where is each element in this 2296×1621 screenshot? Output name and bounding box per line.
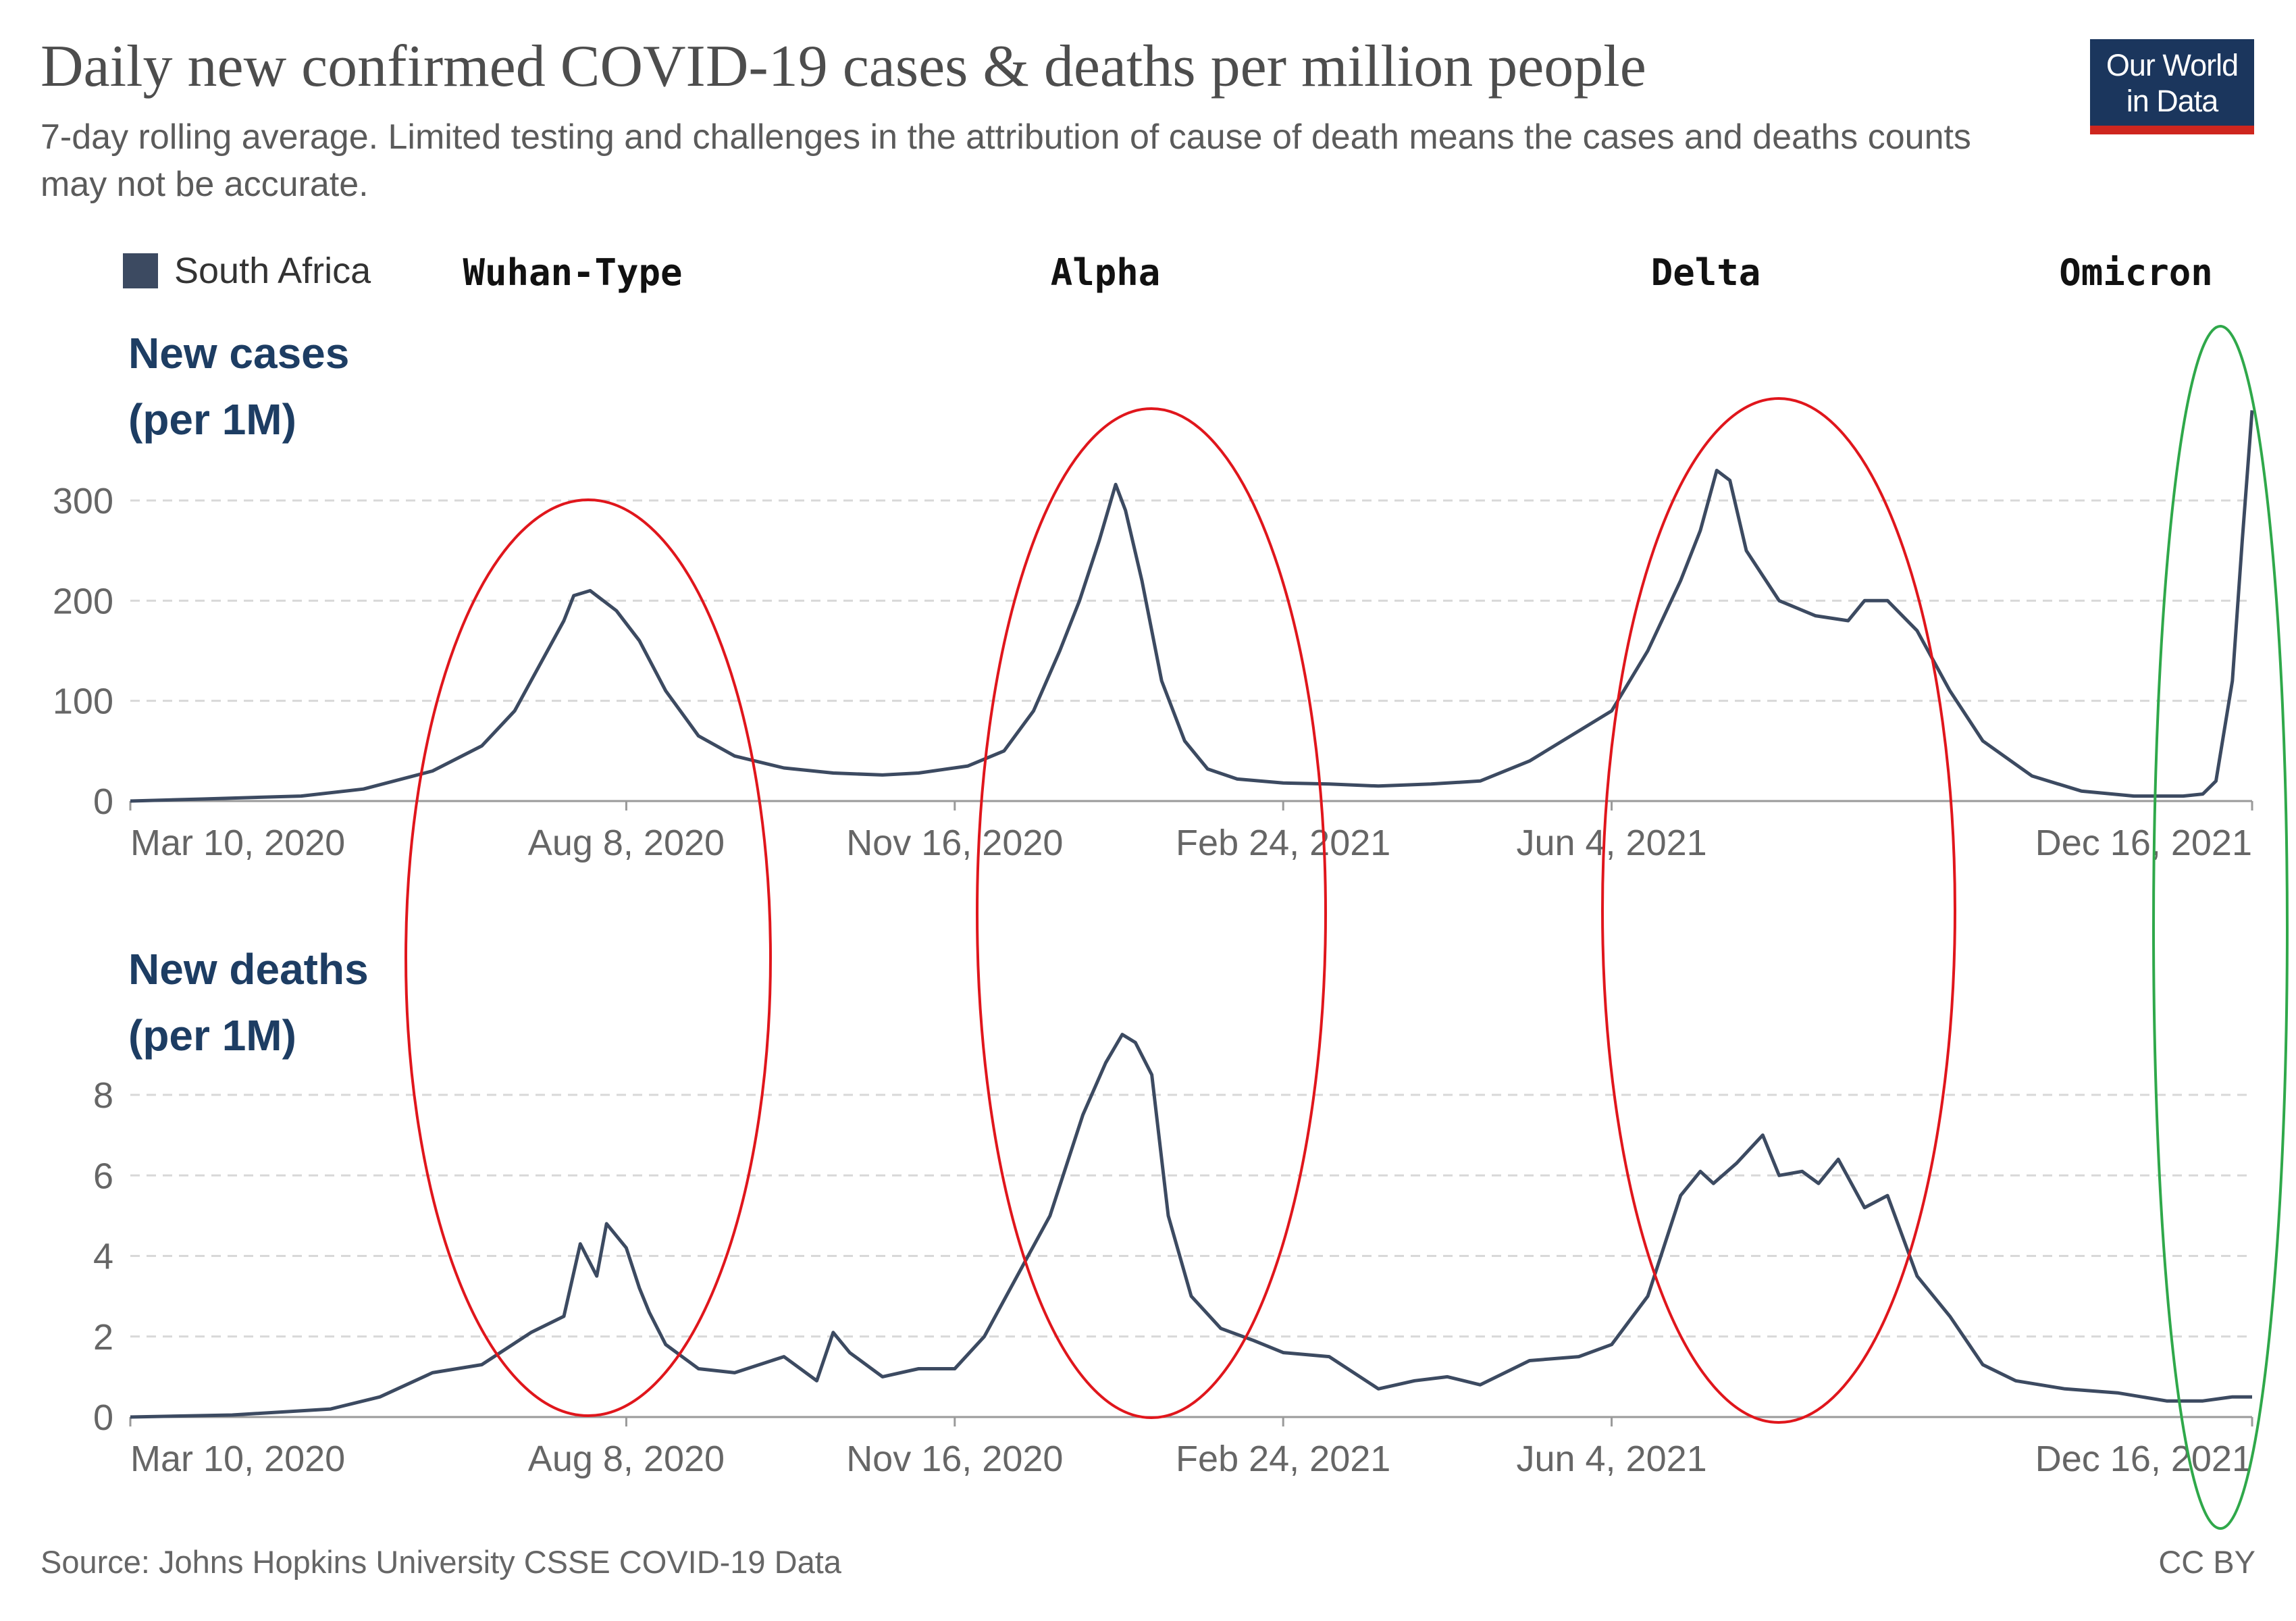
deaths-x-tick-label: Dec 16, 2021: [2035, 1439, 2252, 1479]
delta-wave-ellipse: [1601, 397, 1956, 1424]
deaths-x-tick-label: Mar 10, 2020: [130, 1439, 345, 1479]
chart-subtitle: 7-day rolling average. Limited testing a…: [41, 118, 1971, 204]
variant-label-omicron: Omicron: [2059, 251, 2213, 294]
deaths-y-tick-label: 8: [93, 1075, 113, 1116]
wuhan-wave-ellipse: [405, 498, 772, 1417]
variant-label-wuhan: Wuhan-Type: [463, 251, 683, 294]
cases-label-line-2: (per 1M): [128, 395, 296, 444]
cases-y-tick-label: 0: [93, 781, 113, 822]
cases-x-tick-label: Dec 16, 2021: [2035, 823, 2252, 863]
cases-x-tick-label: Feb 24, 2021: [1176, 823, 1390, 863]
deaths-y-tick-label: 0: [93, 1397, 113, 1438]
variant-annotations: [405, 325, 2289, 1530]
owid-logo[interactable]: Our World in Data: [2090, 39, 2254, 134]
deaths-panel-label: New deaths (per 1M): [128, 936, 369, 1069]
deaths-panel: 0 2 4 6 8 Mar 10, 2020 Aug 8, 2020 Nov 16, 2020…: [93, 1033, 2253, 1479]
deaths-y-tick-label: 4: [93, 1237, 113, 1277]
cases-y-tick-label: 100: [53, 681, 113, 722]
deaths-label-line-2: (per 1M): [128, 1011, 296, 1060]
deaths-y-tick-label: 6: [93, 1156, 113, 1196]
cases-label-line-1: New cases: [128, 329, 350, 378]
cases-y-tick-label: 200: [53, 581, 113, 621]
deaths-series-line[interactable]: [130, 1033, 2252, 1419]
deaths-x-tick-label: Jun 4, 2021: [1516, 1439, 1706, 1479]
deaths-x-tick-label: Feb 24, 2021: [1176, 1439, 1390, 1479]
variant-label-alpha: Alpha: [1050, 251, 1161, 294]
alpha-wave-ellipse: [976, 407, 1327, 1419]
deaths-label-line-1: New deaths: [128, 945, 369, 994]
cases-panel-label: New cases (per 1M): [128, 320, 349, 453]
deaths-y-tick-label: 2: [93, 1317, 113, 1358]
cases-x-tick-label: Nov 16, 2020: [846, 823, 1063, 863]
logo-line-1: Our World: [2106, 48, 2239, 82]
cases-series-line[interactable]: [130, 410, 2254, 803]
omicron-wave-ellipse: [2152, 325, 2289, 1530]
cases-panel: 0 100 200 300 Mar 10, 2020 Aug 8, 2020 Nov 16,…: [53, 410, 2254, 863]
cases-y-tick-label: 300: [53, 481, 113, 521]
license-link[interactable]: CC BY: [2158, 1544, 2255, 1580]
legend-label: South Africa: [174, 251, 371, 291]
legend-swatch: [123, 253, 158, 288]
deaths-x-tick-label: Nov 16, 2020: [846, 1439, 1063, 1479]
cases-x-tick-label: Jun 4, 2021: [1516, 823, 1706, 863]
legend[interactable]: South Africa: [123, 250, 371, 292]
cases-x-tick-label: Mar 10, 2020: [130, 823, 345, 863]
cases-x-tick-label: Aug 8, 2020: [528, 823, 725, 863]
chart-title: Daily new confirmed COVID-19 cases & dea…: [41, 34, 1646, 99]
source-note: Source: Johns Hopkins University CSSE CO…: [41, 1544, 841, 1580]
deaths-x-tick-label: Aug 8, 2020: [528, 1439, 725, 1479]
logo-line-2: in Data: [2126, 84, 2219, 118]
variant-label-delta: Delta: [1650, 251, 1761, 294]
